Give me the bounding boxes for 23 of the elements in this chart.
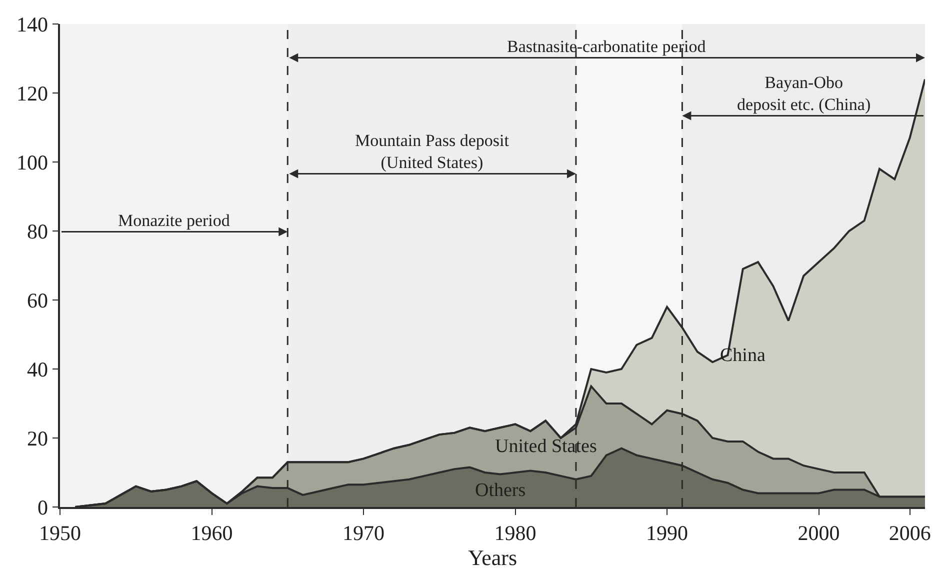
series-label: China	[720, 345, 766, 366]
y-tick-label: 20	[27, 426, 48, 450]
x-tick-label: 1950	[39, 520, 81, 545]
band-label: Bastnasite-carbonatite period	[507, 37, 706, 56]
x-axis-title: Years	[468, 544, 518, 570]
y-tick-label: 0	[38, 495, 48, 520]
series-label: Others	[475, 480, 526, 501]
y-tick-label: 120	[16, 81, 48, 106]
band-label: Bayan-Obo deposit etc. (China)	[737, 73, 871, 114]
y-tick-label: 40	[27, 357, 48, 382]
x-tick-label: 2006	[888, 520, 931, 545]
x-tick-label: 1990	[646, 520, 688, 545]
band-label: Mountain Pass deposit (United States)	[355, 131, 510, 172]
x-tick-label: 1980	[494, 520, 536, 545]
x-tick-label: 1970	[342, 520, 385, 545]
y-tick-label: 80	[27, 219, 48, 244]
x-tick-label: 1960	[190, 520, 233, 545]
series-label: United States	[495, 436, 597, 457]
y-tick-label: 60	[27, 288, 48, 312]
y-tick-label: 140	[16, 12, 48, 36]
x-tick-label: 2000	[798, 520, 840, 545]
band-label: Monazite period	[118, 211, 230, 230]
y-tick-label: 100	[16, 150, 48, 174]
